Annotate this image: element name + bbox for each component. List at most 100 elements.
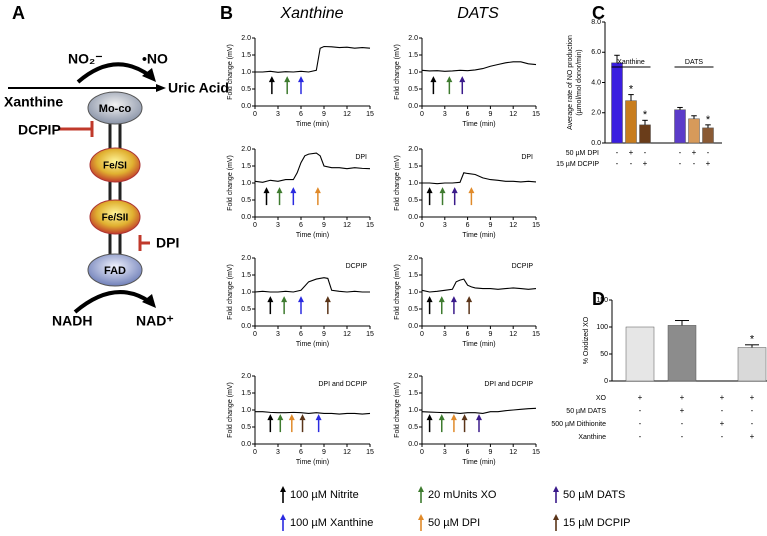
condition-sign: - bbox=[644, 148, 647, 157]
condition-label: 15 µM DCPIP bbox=[556, 161, 599, 168]
legend-arrow-head bbox=[418, 486, 424, 492]
panel-label: D bbox=[592, 289, 605, 309]
x-tick-label: 3 bbox=[443, 111, 447, 118]
subtitle: DPI and DCPIP bbox=[484, 381, 533, 388]
x-axis-title: Time (min) bbox=[296, 459, 329, 466]
y-tick-label: 2.0 bbox=[241, 146, 251, 153]
column-title: DATS bbox=[457, 5, 499, 22]
legend-arrow-head bbox=[418, 514, 424, 520]
condition-sign: - bbox=[751, 419, 754, 428]
x-tick-label: 6 bbox=[299, 222, 303, 229]
diagram-label: Uric Acid bbox=[168, 80, 229, 96]
subtitle: DPI and DCPIP bbox=[318, 381, 367, 388]
y-tick-label: 0.0 bbox=[408, 323, 418, 330]
y-tick-label: 2.0 bbox=[408, 255, 418, 262]
diagram-label: Xanthine bbox=[4, 94, 63, 110]
trace bbox=[421, 61, 537, 72]
y-tick-label: 0.0 bbox=[241, 214, 251, 221]
event-arrow bbox=[466, 296, 473, 315]
significance: * bbox=[750, 334, 755, 346]
event-arrow bbox=[314, 187, 321, 206]
x-tick-label: 6 bbox=[299, 111, 303, 118]
x-tick-label: 12 bbox=[509, 111, 517, 118]
x-tick-label: 9 bbox=[488, 449, 492, 456]
y-tick-label: 150 bbox=[596, 297, 608, 304]
nadh-arrow bbox=[73, 290, 152, 314]
condition-sign: - bbox=[630, 159, 633, 168]
subtitle: DCPIP bbox=[512, 263, 534, 270]
diagram-label: NO₂⁻ bbox=[68, 51, 103, 67]
arrow-head bbox=[299, 414, 306, 421]
event-arrow bbox=[451, 187, 458, 206]
bar bbox=[688, 118, 700, 144]
legend-label: 100 µM Xanthine bbox=[290, 517, 373, 529]
event-arrow bbox=[426, 296, 433, 315]
x-tick-label: 15 bbox=[532, 111, 540, 118]
legend-label: 100 µM Nitrite bbox=[290, 489, 359, 501]
y-axis-title: Fold change (mV) bbox=[227, 264, 234, 320]
event-arrow bbox=[276, 187, 283, 206]
arrowhead bbox=[156, 84, 166, 92]
trace bbox=[255, 411, 371, 415]
y-tick-label: 1.5 bbox=[241, 52, 251, 59]
x-tick-label: 6 bbox=[299, 449, 303, 456]
x-axis-title: Time (min) bbox=[296, 341, 329, 348]
x-axis-title: Time (min) bbox=[296, 232, 329, 239]
event-arrow bbox=[439, 187, 446, 206]
y-tick-label: 1.5 bbox=[241, 272, 251, 279]
y-axis-title: Fold change (mV) bbox=[394, 44, 401, 100]
y-axis-title: Fold change (mV) bbox=[394, 382, 401, 438]
x-tick-label: 0 bbox=[420, 222, 424, 229]
y-tick-label: 0.5 bbox=[408, 86, 418, 93]
y-axis-title: (µmol/mol donor/min) bbox=[576, 49, 583, 115]
x-tick-label: 3 bbox=[443, 331, 447, 338]
x-tick-label: 0 bbox=[253, 331, 257, 338]
subtitle: DPI bbox=[355, 154, 367, 161]
y-tick-label: 1.0 bbox=[241, 180, 251, 187]
arrow-head bbox=[461, 414, 468, 421]
bar bbox=[702, 127, 714, 144]
event-arrow bbox=[426, 414, 433, 433]
event-arrow bbox=[298, 296, 304, 315]
y-tick-label: 2.0 bbox=[591, 110, 601, 117]
diagram-label: •NO bbox=[142, 51, 168, 67]
arrow-head bbox=[267, 296, 274, 303]
y-axis-title: Fold change (mV) bbox=[394, 264, 401, 320]
x-tick-label: 15 bbox=[532, 331, 540, 338]
y-tick-label: 1.5 bbox=[408, 272, 418, 279]
arrow-head bbox=[468, 187, 475, 194]
legend-label: 20 mUnits XO bbox=[428, 489, 497, 501]
column-title: Xanthine bbox=[279, 5, 343, 22]
arrow-head bbox=[426, 296, 433, 303]
y-tick-label: 4.0 bbox=[591, 79, 601, 86]
event-arrow bbox=[461, 414, 468, 433]
arrow-head bbox=[268, 76, 275, 83]
condition-sign: + bbox=[638, 393, 643, 402]
subtitle: DPI bbox=[521, 154, 533, 161]
group-label: DATS bbox=[685, 59, 703, 66]
x-tick-label: 15 bbox=[366, 111, 374, 118]
condition-sign: - bbox=[616, 159, 619, 168]
x-tick-label: 12 bbox=[343, 111, 351, 118]
x-tick-label: 3 bbox=[443, 222, 447, 229]
diagram-label: Mo-co bbox=[99, 103, 132, 115]
y-tick-label: 0.5 bbox=[241, 86, 251, 93]
arrow-head bbox=[476, 414, 482, 421]
condition-sign: - bbox=[679, 159, 682, 168]
arrow-head bbox=[451, 187, 458, 194]
y-tick-label: 0.0 bbox=[408, 441, 418, 448]
event-arrow bbox=[459, 76, 466, 95]
x-tick-label: 3 bbox=[276, 449, 280, 456]
x-tick-label: 15 bbox=[366, 449, 374, 456]
x-tick-label: 15 bbox=[532, 449, 540, 456]
event-arrow bbox=[446, 76, 453, 95]
event-arrow bbox=[438, 414, 445, 433]
x-tick-label: 9 bbox=[322, 111, 326, 118]
condition-sign: + bbox=[750, 393, 755, 402]
x-tick-label: 12 bbox=[509, 222, 517, 229]
y-tick-label: 1.5 bbox=[408, 52, 418, 59]
x-tick-label: 6 bbox=[466, 222, 470, 229]
error-bar bbox=[628, 94, 634, 101]
y-tick-label: 0.5 bbox=[241, 197, 251, 204]
event-arrow bbox=[468, 187, 475, 206]
